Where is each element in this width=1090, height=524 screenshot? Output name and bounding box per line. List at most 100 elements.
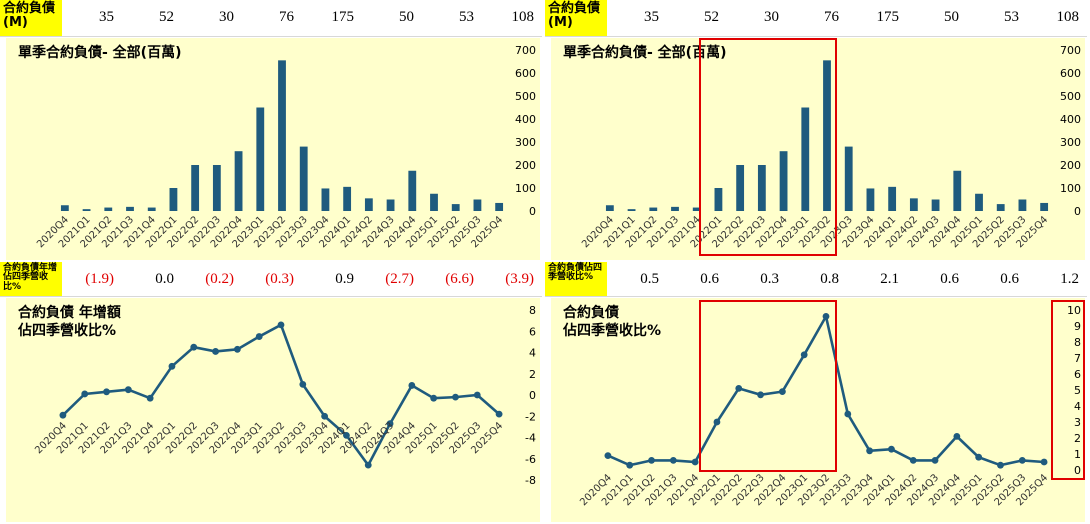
bar — [299, 146, 308, 211]
bar — [801, 107, 810, 211]
data-point — [648, 457, 655, 464]
strip-value: 50 — [944, 9, 959, 25]
data-point — [800, 351, 808, 359]
bar — [909, 198, 918, 211]
bar-chart-right: 01002003004005006007002020Q42021Q12021Q2… — [580, 44, 1081, 250]
y-tick-label: 5 — [1074, 384, 1081, 397]
strip-value: 0.8 — [820, 271, 839, 287]
chart-title-line: 合約負債 年增額 — [18, 305, 121, 321]
strip-value: 35 — [99, 9, 114, 25]
y-tick-label: 300 — [1060, 136, 1081, 149]
data-point — [691, 458, 699, 466]
data-point — [713, 418, 721, 426]
y-tick-label: 1 — [1074, 448, 1081, 461]
y-tick-label: 500 — [515, 90, 536, 103]
data-point — [277, 321, 285, 329]
strip-value: 52 — [704, 9, 719, 25]
strip-value: 0.6 — [940, 271, 959, 287]
chart-title: 單季合約負債- 全部(百萬) — [18, 45, 182, 61]
bar — [996, 204, 1005, 211]
data-point — [757, 391, 764, 399]
y-tick-label: 300 — [515, 136, 536, 149]
strip-label: 合約負債(M) — [0, 0, 62, 36]
bar — [1018, 199, 1027, 211]
y-tick-label: 0 — [529, 389, 536, 402]
data-point — [59, 411, 67, 419]
strip-value: 175 — [876, 9, 900, 25]
bar — [147, 207, 156, 211]
chart-title-line: 佔四季營收比% — [18, 323, 117, 340]
bar — [823, 60, 831, 211]
bar — [408, 170, 417, 211]
bar — [430, 193, 438, 211]
bar — [757, 165, 766, 211]
strip-label: 合約負債(M) — [545, 0, 607, 36]
data-point — [1018, 457, 1026, 464]
y-tick-label: 400 — [515, 113, 536, 126]
strip-value: 1.2 — [1060, 271, 1079, 287]
y-tick-label: 600 — [1060, 67, 1081, 80]
data-point — [321, 412, 329, 420]
right-half: 合約負債(M) 35 52 30 76 175 50 53 108 單季合約負債- 全部(百萬… — [545, 0, 1087, 524]
strip-label: 合約負債年增佔四季營收比% — [0, 262, 62, 296]
data-point — [364, 461, 372, 469]
y-tick-label: 0 — [1074, 464, 1081, 477]
highlight-box — [699, 300, 837, 472]
strip-value: 108 — [511, 9, 535, 25]
strip-value: 30 — [219, 9, 234, 25]
y-tick-label: -6 — [525, 453, 536, 466]
strip-value: 2.1 — [880, 271, 899, 287]
bar — [256, 107, 265, 211]
top-strip-right: 合約負債(M) 35 52 30 76 175 50 53 108 — [545, 0, 1087, 37]
data-point — [146, 394, 154, 402]
bar — [169, 188, 178, 211]
bar — [82, 209, 91, 211]
data-point — [1040, 458, 1048, 466]
bar — [844, 146, 853, 211]
strip-values: 35 52 30 76 175 50 53 108 — [62, 0, 542, 36]
strip-value: (2.7) — [385, 271, 414, 287]
bar — [278, 60, 286, 211]
strip-value: 0.9 — [335, 271, 354, 287]
bar — [343, 186, 352, 211]
strip-value: (1.9) — [85, 271, 114, 287]
bar — [975, 193, 983, 211]
mid-strip-right: 合約負債佔四季營收比% 0.5 0.6 0.3 0.8 2.1 0.6 0.6 1.2 — [545, 262, 1087, 297]
bar — [888, 186, 897, 211]
strip-value: 53 — [1004, 9, 1019, 25]
strip-value: 30 — [764, 9, 779, 25]
strip-value: 76 — [824, 9, 839, 25]
y-tick-label: 200 — [515, 159, 536, 172]
chart-title-line: 佔四季營收比% — [563, 323, 662, 340]
chart-title: 合約負債 年增額 佔四季營收比% — [18, 304, 121, 340]
bar — [779, 151, 788, 211]
strip-value: 0.6 — [700, 271, 719, 287]
mid-strip-left: 合約負債年增佔四季營收比% (1.9) 0.0 (0.2) (0.3) 0.9 (2.7)… — [0, 262, 542, 297]
top-strip-left: 合約負債(M) 35 52 30 76 175 50 53 108 — [0, 0, 542, 37]
data-point — [452, 393, 459, 401]
strip-values: 35 52 30 76 175 50 53 108 — [607, 0, 1087, 36]
y-tick-label: 4 — [1074, 400, 1081, 413]
y-tick-label: 700 — [1060, 44, 1081, 57]
bar — [627, 209, 636, 211]
line-chart-left: -8-6-4-2024682020Q42021Q12021Q22021Q3202… — [33, 304, 536, 487]
bar — [736, 165, 745, 211]
bar — [495, 202, 504, 211]
bar — [1040, 202, 1049, 211]
strip-value: 53 — [459, 9, 474, 25]
chart-title: 單季合約負債- 全部(百萬) — [563, 45, 727, 61]
data-point — [866, 447, 874, 455]
bar — [451, 204, 460, 211]
highlight-box — [699, 38, 837, 256]
data-point — [299, 380, 307, 388]
data-point — [626, 461, 634, 469]
y-tick-label: 3 — [1074, 416, 1081, 429]
bar — [931, 199, 940, 211]
strip-value: (3.9) — [505, 271, 534, 287]
bar — [714, 188, 723, 211]
strip-value: 108 — [1056, 9, 1080, 25]
y-tick-label: -4 — [525, 432, 536, 445]
data-point — [778, 388, 786, 395]
strip-value: 35 — [644, 9, 659, 25]
